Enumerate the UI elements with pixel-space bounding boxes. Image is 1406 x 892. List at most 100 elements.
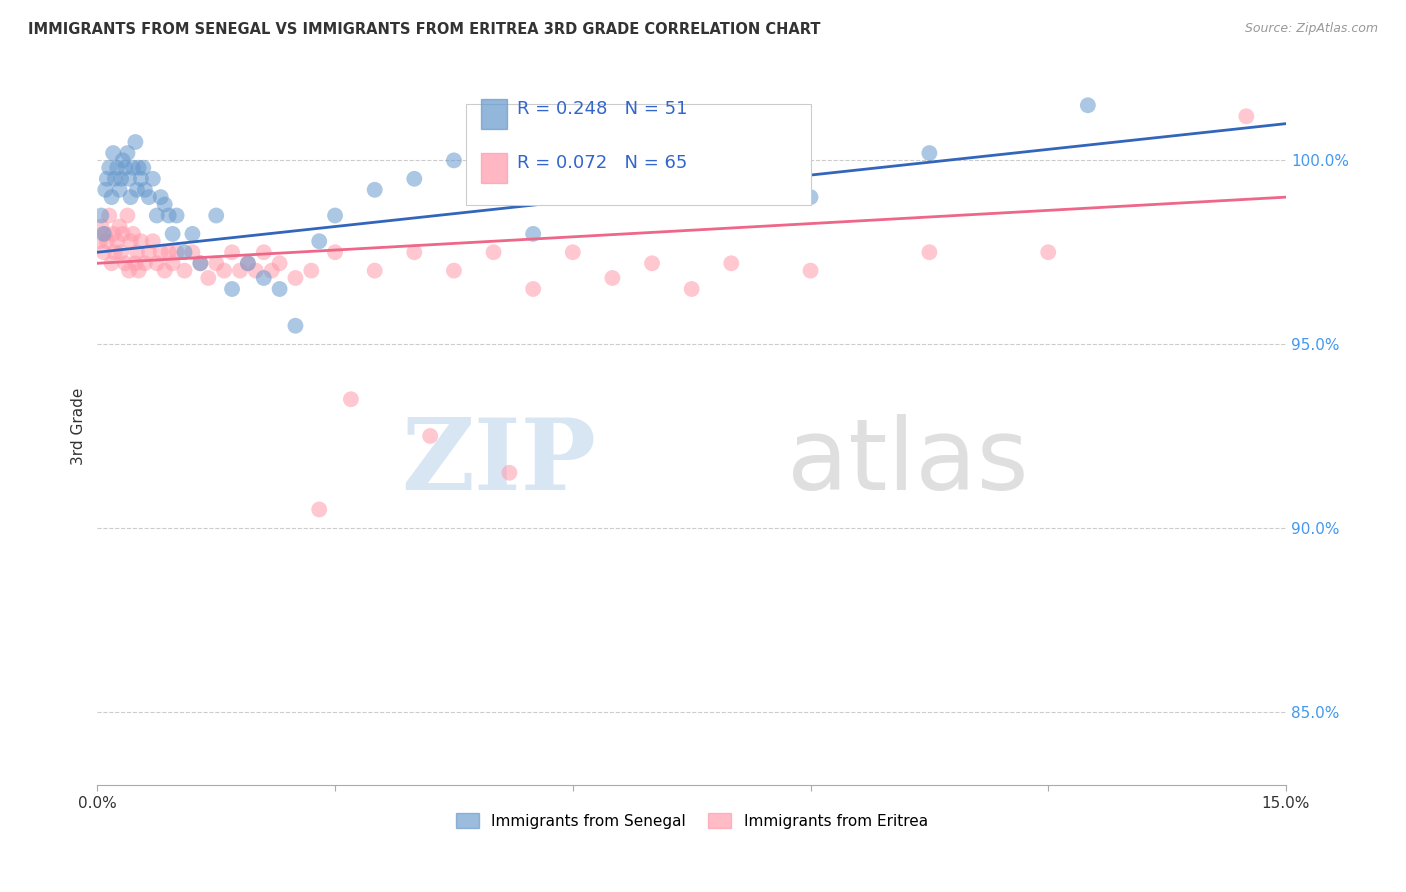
Point xyxy=(561,245,583,260)
Point xyxy=(799,190,821,204)
Point xyxy=(363,263,385,277)
Point xyxy=(269,282,291,296)
Point xyxy=(308,502,330,516)
Text: ZIP: ZIP xyxy=(402,414,596,511)
Bar xyxy=(481,153,508,183)
Point xyxy=(522,227,544,241)
Point xyxy=(153,263,176,277)
Point xyxy=(443,153,465,168)
Point xyxy=(799,263,821,277)
Point xyxy=(118,263,141,277)
Point xyxy=(94,227,117,241)
Point xyxy=(93,227,115,241)
Point xyxy=(299,263,322,277)
Point xyxy=(122,227,145,241)
Point xyxy=(221,245,243,260)
Text: atlas: atlas xyxy=(787,414,1028,511)
Point xyxy=(681,282,703,296)
Point xyxy=(138,190,160,204)
Point xyxy=(142,234,165,248)
Point xyxy=(146,256,169,270)
Point xyxy=(134,183,156,197)
Point xyxy=(118,171,141,186)
Point xyxy=(245,263,267,277)
Point xyxy=(190,256,212,270)
Point xyxy=(284,271,307,285)
Point xyxy=(93,245,115,260)
Point xyxy=(173,263,195,277)
Point xyxy=(100,190,122,204)
Point xyxy=(162,227,184,241)
Point xyxy=(323,245,346,260)
Point xyxy=(253,271,276,285)
Point xyxy=(98,161,121,175)
Legend: Immigrants from Senegal, Immigrants from Eritrea: Immigrants from Senegal, Immigrants from… xyxy=(450,806,934,835)
Point xyxy=(236,256,259,270)
Point xyxy=(125,245,148,260)
Point xyxy=(162,256,184,270)
Point xyxy=(111,227,134,241)
Point xyxy=(96,171,118,186)
Point xyxy=(100,256,122,270)
Point xyxy=(110,171,132,186)
Point xyxy=(173,245,195,260)
Point xyxy=(103,227,125,241)
Point xyxy=(117,209,139,223)
Point xyxy=(98,209,121,223)
Point xyxy=(918,245,941,260)
Point xyxy=(120,234,142,248)
Point xyxy=(641,256,664,270)
Point xyxy=(1234,109,1257,123)
Point xyxy=(103,146,125,161)
Y-axis label: 3rd Grade: 3rd Grade xyxy=(72,388,86,466)
Point xyxy=(111,153,134,168)
Point xyxy=(1077,98,1099,112)
Point xyxy=(96,234,118,248)
Point xyxy=(681,183,703,197)
Point xyxy=(89,234,111,248)
Point xyxy=(90,209,112,223)
Point xyxy=(105,234,128,248)
Point xyxy=(166,245,188,260)
Point xyxy=(308,234,330,248)
Point xyxy=(404,171,426,186)
Point xyxy=(114,161,136,175)
Point xyxy=(404,245,426,260)
Point xyxy=(166,209,188,223)
Point xyxy=(108,183,131,197)
Point xyxy=(340,392,363,407)
Point xyxy=(229,263,252,277)
Point xyxy=(205,256,228,270)
Point xyxy=(323,209,346,223)
Point xyxy=(522,282,544,296)
Point xyxy=(253,245,276,260)
Point xyxy=(124,135,146,149)
Point xyxy=(363,183,385,197)
Point xyxy=(260,263,283,277)
Point xyxy=(181,227,204,241)
Point xyxy=(918,146,941,161)
Point xyxy=(128,263,150,277)
Point xyxy=(129,234,152,248)
Point xyxy=(105,161,128,175)
Point xyxy=(498,466,520,480)
Point xyxy=(90,219,112,234)
Point xyxy=(108,219,131,234)
Point xyxy=(125,183,148,197)
Point xyxy=(482,245,505,260)
Point xyxy=(720,256,742,270)
Point xyxy=(602,171,624,186)
Point xyxy=(419,429,441,443)
Point xyxy=(236,256,259,270)
Text: R = 0.072   N = 65: R = 0.072 N = 65 xyxy=(517,154,688,172)
Text: IMMIGRANTS FROM SENEGAL VS IMMIGRANTS FROM ERITREA 3RD GRADE CORRELATION CHART: IMMIGRANTS FROM SENEGAL VS IMMIGRANTS FR… xyxy=(28,22,821,37)
Point xyxy=(132,161,155,175)
Point xyxy=(149,190,172,204)
Point xyxy=(146,209,169,223)
Point xyxy=(124,256,146,270)
Point xyxy=(190,256,212,270)
FancyBboxPatch shape xyxy=(465,104,810,204)
Point xyxy=(221,282,243,296)
Point xyxy=(197,271,219,285)
Bar xyxy=(481,99,508,129)
